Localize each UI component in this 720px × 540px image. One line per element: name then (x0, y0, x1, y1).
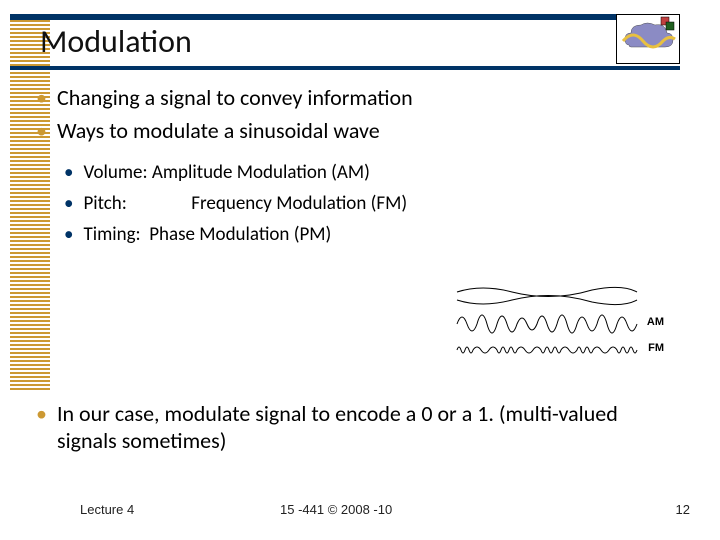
content-area: • Changing a signal to convey informatio… (36, 84, 680, 253)
bullet-dot-icon: • (36, 400, 47, 429)
bullet-dot-icon: • (64, 161, 73, 186)
bullet-l1: • Changing a signal to convey informatio… (36, 84, 680, 113)
bullet-text: In our case, modulate signal to encode a… (57, 400, 680, 454)
bullet-l2: • Volume: Amplitude Modulation (AM) (64, 161, 680, 186)
bullet-l1: • Ways to modulate a sinusoidal wave (36, 117, 680, 146)
bullet-dot-icon: • (36, 117, 47, 146)
bullet-text: Volume: Amplitude Modulation (AM) (83, 161, 369, 184)
am-label: AM (647, 316, 664, 328)
title-top-bar (10, 14, 680, 20)
bullet-dot-icon: • (36, 84, 47, 113)
bullet-dot-icon: • (64, 192, 73, 217)
bullet-text: Timing: Phase Modulation (PM) (83, 223, 331, 246)
slide-footer: Lecture 4 15 -441 © 2008 -10 12 (0, 502, 720, 522)
bullet-dot-icon: • (64, 223, 73, 248)
fm-label: FM (648, 342, 664, 354)
content-area-2: • In our case, modulate signal to encode… (36, 400, 680, 458)
footer-center: 15 -441 © 2008 -10 (280, 502, 392, 517)
bullet-l2: • Pitch: Frequency Modulation (FM) (64, 192, 680, 217)
title-underline (10, 66, 680, 70)
bullet-l2: • Timing: Phase Modulation (PM) (64, 223, 680, 248)
slide-title: Modulation (40, 22, 192, 61)
bullet-text: Changing a signal to convey information (57, 84, 413, 111)
cloud-wave-icon (616, 14, 680, 64)
bullet-l1: • In our case, modulate signal to encode… (36, 400, 680, 454)
footer-left: Lecture 4 (80, 502, 134, 517)
waveform-diagram: AM FM (452, 282, 662, 362)
bullet-text: Ways to modulate a sinusoidal wave (57, 117, 380, 144)
footer-page-number: 12 (676, 502, 690, 517)
bullet-text: Pitch: Frequency Modulation (FM) (83, 192, 407, 215)
